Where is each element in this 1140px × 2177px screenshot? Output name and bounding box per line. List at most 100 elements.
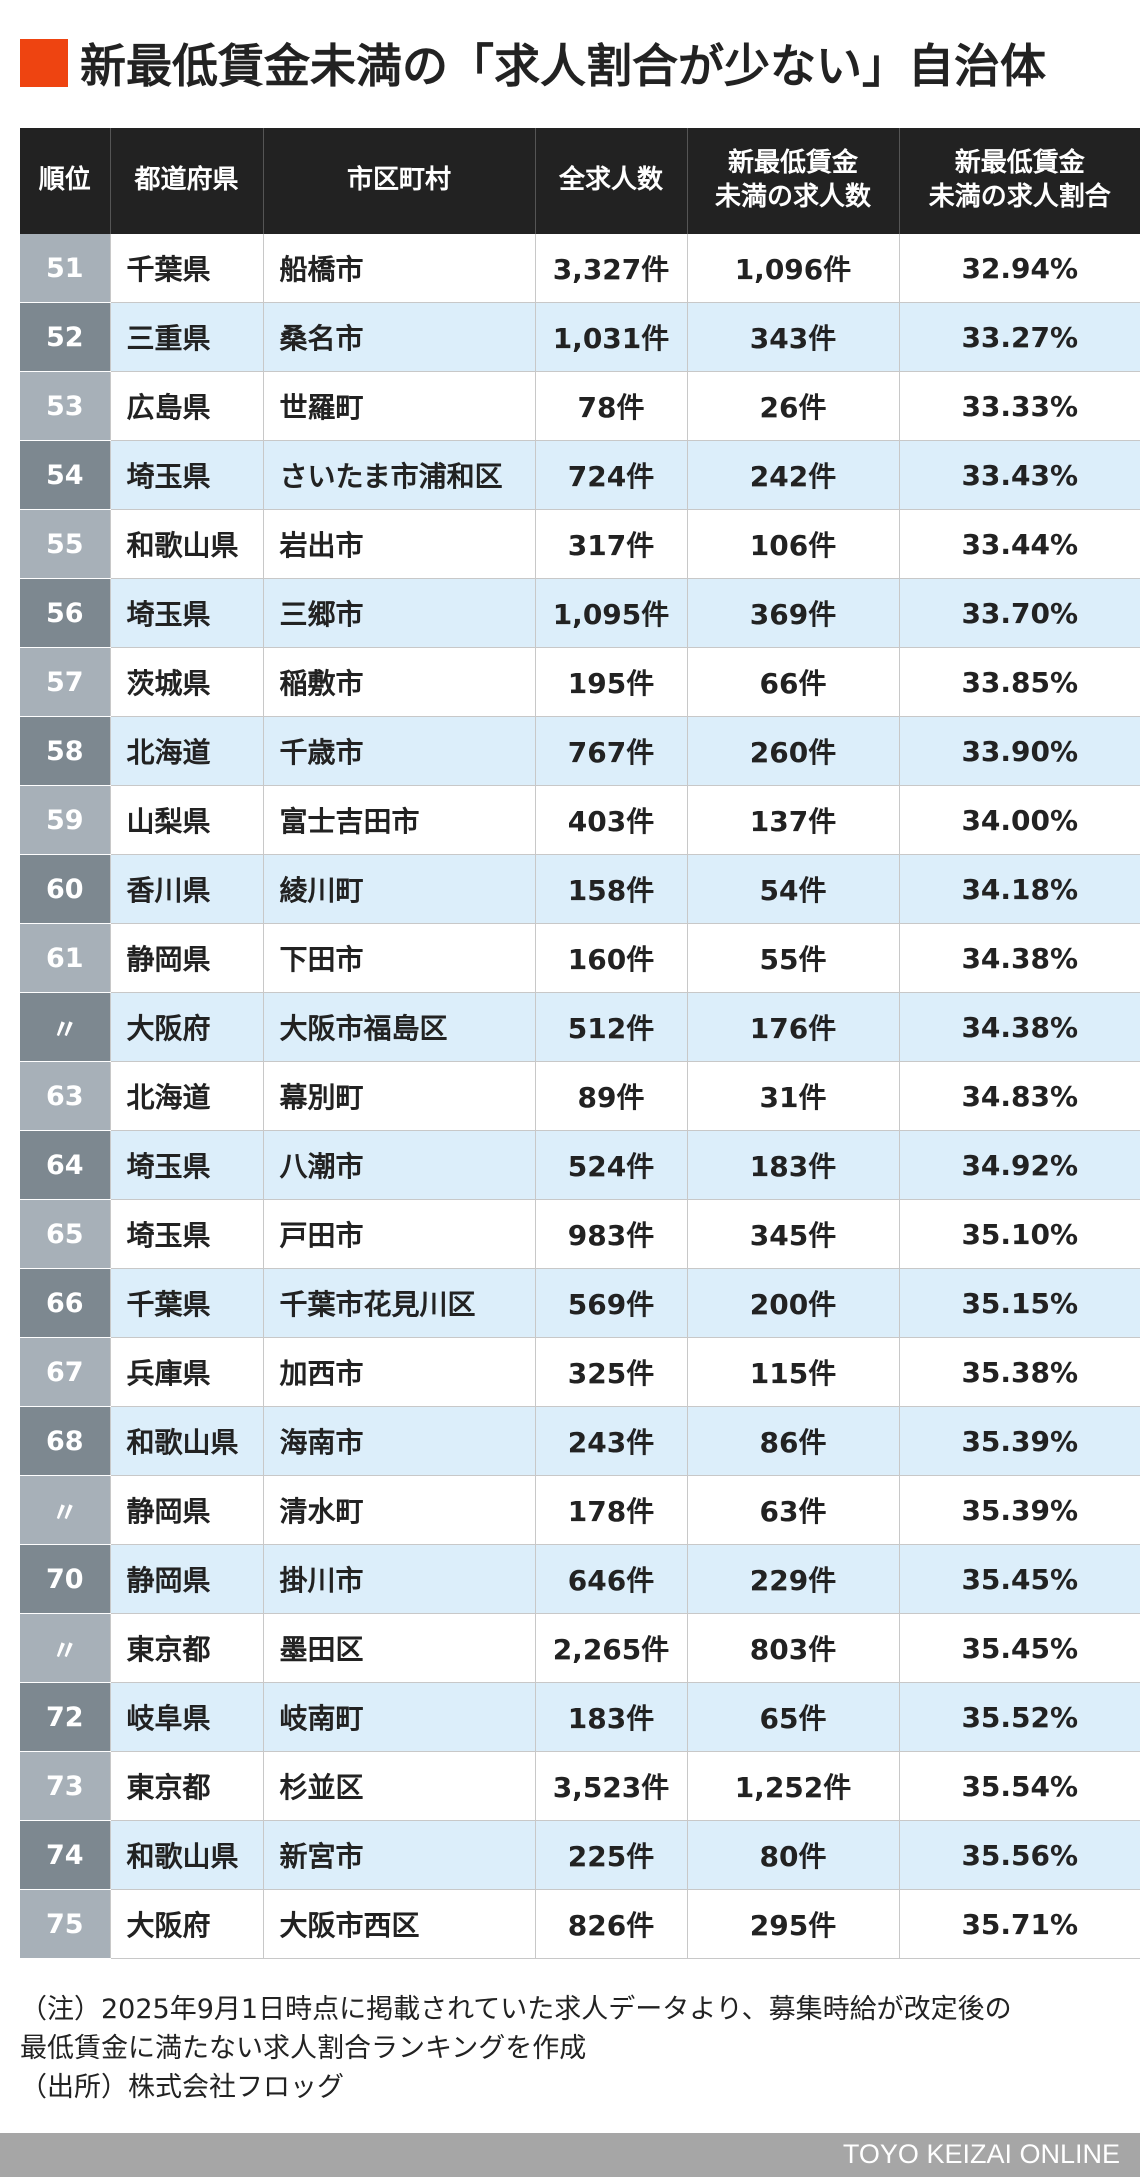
cell-below-min-count: 26件 bbox=[687, 371, 900, 441]
cell-municipality: 三郷市 bbox=[263, 578, 536, 648]
cell-below-min-count: 86件 bbox=[687, 1406, 900, 1476]
cell-municipality: 綾川町 bbox=[263, 854, 536, 924]
cell-rank: 59 bbox=[20, 785, 111, 855]
cell-below-min-count: 115件 bbox=[687, 1337, 900, 1407]
cell-prefecture: 大阪府 bbox=[110, 992, 264, 1062]
cell-prefecture: 静岡県 bbox=[110, 1544, 264, 1614]
cell-municipality: 岩出市 bbox=[263, 509, 536, 579]
cell-below-min-count: 1,096件 bbox=[687, 234, 900, 303]
cell-prefecture: 三重県 bbox=[110, 302, 264, 372]
cell-below-min-count: 80件 bbox=[687, 1820, 900, 1890]
cell-rank: 〃 bbox=[20, 992, 111, 1062]
cell-below-min-ratio: 35.54% bbox=[899, 1751, 1140, 1821]
table-row: 〃東京都 墨田区 2,265件 803件 35.45% bbox=[20, 1613, 1140, 1683]
table-row: 73 東京都 杉並区 3,523件 1,252件 35.54% bbox=[20, 1751, 1140, 1821]
table-row: 64 埼玉県 八潮市 524件 183件 34.92% bbox=[20, 1130, 1140, 1200]
cell-total-jobs: 325件 bbox=[535, 1337, 688, 1407]
cell-total-jobs: 243件 bbox=[535, 1406, 688, 1476]
cell-municipality: 戸田市 bbox=[263, 1199, 536, 1269]
cell-municipality: 富士吉田市 bbox=[263, 785, 536, 855]
table-row: 75 大阪府 大阪市西区 826件 295件 35.71% bbox=[20, 1889, 1140, 1959]
cell-total-jobs: 1,095件 bbox=[535, 578, 688, 648]
cell-rank: 55 bbox=[20, 509, 111, 579]
cell-prefecture: 和歌山県 bbox=[110, 509, 264, 579]
cell-rank: 〃 bbox=[20, 1475, 111, 1545]
cell-total-jobs: 3,523件 bbox=[535, 1751, 688, 1821]
cell-below-min-ratio: 34.00% bbox=[899, 785, 1140, 855]
cell-municipality: 大阪市福島区 bbox=[263, 992, 536, 1062]
cell-municipality: さいたま市浦和区 bbox=[263, 440, 536, 510]
cell-municipality: 墨田区 bbox=[263, 1613, 536, 1683]
cell-below-min-count: 343件 bbox=[687, 302, 900, 372]
cell-total-jobs: 403件 bbox=[535, 785, 688, 855]
cell-below-min-count: 54件 bbox=[687, 854, 900, 924]
cell-below-min-ratio: 35.71% bbox=[899, 1889, 1140, 1959]
cell-municipality: 桑名市 bbox=[263, 302, 536, 372]
cell-rank: 60 bbox=[20, 854, 111, 924]
cell-rank: 67 bbox=[20, 1337, 111, 1407]
cell-prefecture: 埼玉県 bbox=[110, 578, 264, 648]
cell-total-jobs: 724件 bbox=[535, 440, 688, 510]
cell-below-min-count: 345件 bbox=[687, 1199, 900, 1269]
cell-rank: 72 bbox=[20, 1682, 111, 1752]
table-row: 72 岐阜県 岐南町 183件 65件 35.52% bbox=[20, 1682, 1140, 1752]
cell-rank: 61 bbox=[20, 923, 111, 993]
cell-below-min-count: 229件 bbox=[687, 1544, 900, 1614]
cell-below-min-count: 242件 bbox=[687, 440, 900, 510]
cell-rank: 63 bbox=[20, 1061, 111, 1131]
page-title: 新最低賃金未満の「求人割合が少ない」自治体 bbox=[80, 39, 1046, 93]
cell-total-jobs: 512件 bbox=[535, 992, 688, 1062]
cell-rank: 70 bbox=[20, 1544, 111, 1614]
cell-below-min-ratio: 34.38% bbox=[899, 923, 1140, 993]
cell-below-min-count: 1,252件 bbox=[687, 1751, 900, 1821]
cell-prefecture: 山梨県 bbox=[110, 785, 264, 855]
cell-rank: 66 bbox=[20, 1268, 111, 1338]
cell-below-min-ratio: 35.15% bbox=[899, 1268, 1140, 1338]
cell-below-min-count: 31件 bbox=[687, 1061, 900, 1131]
cell-prefecture: 北海道 bbox=[110, 716, 264, 786]
cell-total-jobs: 826件 bbox=[535, 1889, 688, 1959]
cell-municipality: 海南市 bbox=[263, 1406, 536, 1476]
table-row: 52 三重県 桑名市 1,031件 343件 33.27% bbox=[20, 302, 1140, 372]
cell-below-min-count: 176件 bbox=[687, 992, 900, 1062]
cell-rank: 56 bbox=[20, 578, 111, 648]
cell-total-jobs: 178件 bbox=[535, 1475, 688, 1545]
cell-below-min-count: 295件 bbox=[687, 1889, 900, 1959]
cell-below-min-ratio: 33.27% bbox=[899, 302, 1140, 372]
table-row: 65 埼玉県 戸田市 983件 345件 35.10% bbox=[20, 1199, 1140, 1269]
cell-municipality: 千歳市 bbox=[263, 716, 536, 786]
cell-below-min-count: 369件 bbox=[687, 578, 900, 648]
cell-total-jobs: 3,327件 bbox=[535, 234, 688, 303]
cell-prefecture: 和歌山県 bbox=[110, 1406, 264, 1476]
table-row: 56 埼玉県 三郷市 1,095件 369件 33.70% bbox=[20, 578, 1140, 648]
cell-rank: 75 bbox=[20, 1889, 111, 1959]
cell-total-jobs: 317件 bbox=[535, 509, 688, 579]
table-row: 51 千葉県 船橋市 3,327件 1,096件 32.94% bbox=[20, 234, 1140, 303]
cell-below-min-ratio: 34.38% bbox=[899, 992, 1140, 1062]
cell-below-min-ratio: 35.10% bbox=[899, 1199, 1140, 1269]
cell-below-min-ratio: 33.43% bbox=[899, 440, 1140, 510]
cell-below-min-ratio: 33.44% bbox=[899, 509, 1140, 579]
cell-municipality: 下田市 bbox=[263, 923, 536, 993]
cell-rank: 54 bbox=[20, 440, 111, 510]
source-line: （出所）株式会社フロッグ bbox=[20, 2072, 344, 2104]
cell-prefecture: 大阪府 bbox=[110, 1889, 264, 1959]
table-row: 〃大阪府 大阪市福島区 512件 176件 34.38% bbox=[20, 992, 1140, 1062]
table-row: 58 北海道 千歳市 767件 260件 33.90% bbox=[20, 716, 1140, 786]
cell-rank: 53 bbox=[20, 371, 111, 441]
cell-municipality: 幕別町 bbox=[263, 1061, 536, 1131]
table-row: 74 和歌山県 新宮市 225件 80件 35.56% bbox=[20, 1820, 1140, 1890]
cell-prefecture: 広島県 bbox=[110, 371, 264, 441]
cell-below-min-ratio: 35.45% bbox=[899, 1613, 1140, 1683]
cell-prefecture: 東京都 bbox=[110, 1613, 264, 1683]
cell-rank: 52 bbox=[20, 302, 111, 372]
cell-prefecture: 静岡県 bbox=[110, 1475, 264, 1545]
table-row: 53 広島県 世羅町 78件 26件 33.33% bbox=[20, 371, 1140, 441]
cell-below-min-ratio: 33.33% bbox=[899, 371, 1140, 441]
header-below-min-ratio: 新最低賃金 未満の求人割合 bbox=[899, 128, 1140, 234]
cell-rank: 58 bbox=[20, 716, 111, 786]
cell-total-jobs: 160件 bbox=[535, 923, 688, 993]
table-row: 55 和歌山県 岩出市 317件 106件 33.44% bbox=[20, 509, 1140, 579]
cell-below-min-ratio: 34.83% bbox=[899, 1061, 1140, 1131]
cell-below-min-ratio: 35.52% bbox=[899, 1682, 1140, 1752]
